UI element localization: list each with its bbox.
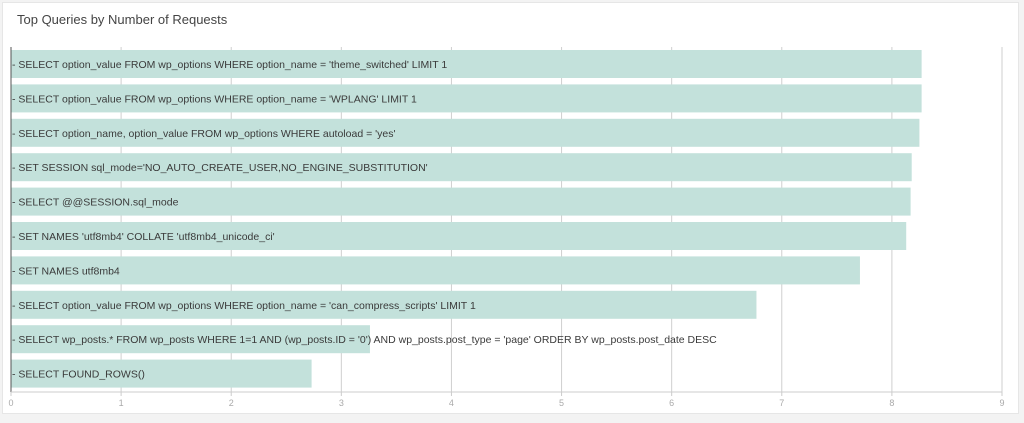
x-tick-label: 4 bbox=[449, 398, 454, 408]
x-tick-label: 7 bbox=[779, 398, 784, 408]
chart-title: Top Queries by Number of Requests bbox=[17, 12, 228, 27]
bar[interactable] bbox=[11, 222, 907, 250]
bars bbox=[11, 50, 922, 388]
bar-label: - SELECT option_value FROM wp_options WH… bbox=[12, 93, 417, 105]
x-tick-label: 9 bbox=[999, 398, 1004, 408]
bar-label: - SELECT @@SESSION.sql_mode bbox=[12, 197, 179, 209]
x-tick-label: 8 bbox=[889, 398, 894, 408]
bar[interactable] bbox=[11, 118, 920, 147]
bar-label: - SELECT option_value FROM wp_options WH… bbox=[12, 300, 476, 312]
bar-label: - SET NAMES 'utf8mb4' COLLATE 'utf8mb4_u… bbox=[12, 231, 275, 243]
x-tick-label: 2 bbox=[229, 398, 234, 408]
bar-label: - SELECT option_name, option_value FROM … bbox=[12, 128, 395, 140]
bar[interactable] bbox=[11, 187, 911, 216]
bar[interactable] bbox=[11, 256, 860, 285]
x-axis: 0 1 2 3 4 5 6 7 8 9 bbox=[8, 47, 1005, 408]
bar-label: - SELECT option_value FROM wp_options WH… bbox=[12, 59, 447, 71]
bar-label: - SELECT FOUND_ROWS() bbox=[12, 369, 145, 381]
bar[interactable] bbox=[11, 325, 370, 354]
x-tick-label: 3 bbox=[339, 398, 344, 408]
x-tick-label: 0 bbox=[8, 398, 13, 408]
bar[interactable] bbox=[11, 290, 757, 319]
bar[interactable] bbox=[11, 359, 312, 388]
bar[interactable] bbox=[11, 50, 922, 78]
bar-label: - SET SESSION sql_mode='NO_AUTO_CREATE_U… bbox=[12, 162, 428, 174]
bar-label: - SET NAMES utf8mb4 bbox=[12, 265, 120, 277]
bar-labels: - SELECT option_value FROM wp_options WH… bbox=[12, 59, 717, 381]
x-tick-label: 5 bbox=[559, 398, 564, 408]
x-tick-label: 1 bbox=[119, 398, 124, 408]
bar[interactable] bbox=[11, 153, 912, 182]
bar[interactable] bbox=[11, 84, 922, 113]
bar-label: - SELECT wp_posts.* FROM wp_posts WHERE … bbox=[12, 334, 717, 346]
x-tick-label: 6 bbox=[669, 398, 674, 408]
